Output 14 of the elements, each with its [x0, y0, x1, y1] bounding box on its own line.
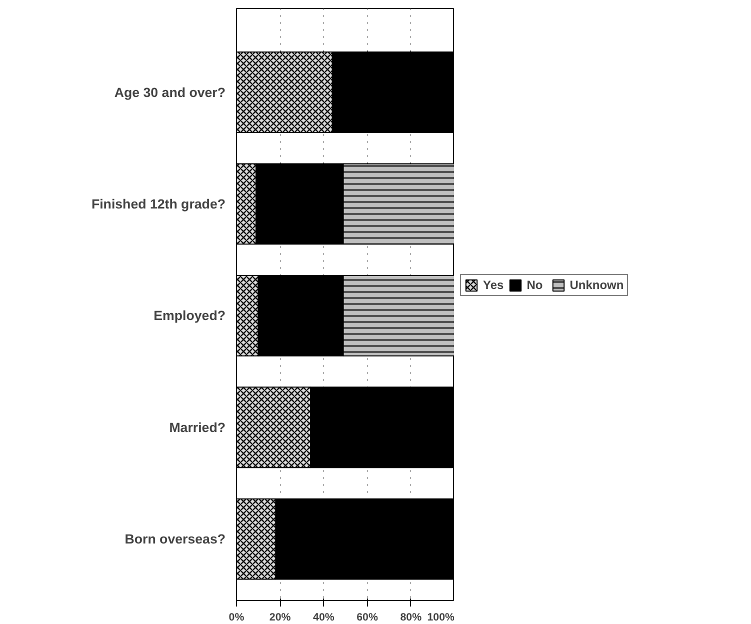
x-tick-label: 0% [228, 612, 245, 624]
legend-label: No [526, 278, 544, 292]
y-tick-label: Age 30 and over? [114, 84, 226, 100]
legend-label: Unknown [570, 278, 624, 292]
x-tick-label: 60% [356, 612, 378, 624]
x-tick-label: 40% [313, 612, 335, 624]
legend-label: Yes [483, 278, 504, 292]
y-tick-label: Married? [169, 420, 226, 435]
y-tick-label: Born overseas? [124, 532, 226, 547]
x-tick-label: 80% [400, 612, 422, 624]
x-tick-label: 100% [427, 612, 456, 624]
x-tick-label: 20% [269, 612, 292, 624]
y-tick-label: Finished 12th grade? [91, 196, 226, 212]
y-tick-label: Employed? [154, 308, 226, 324]
